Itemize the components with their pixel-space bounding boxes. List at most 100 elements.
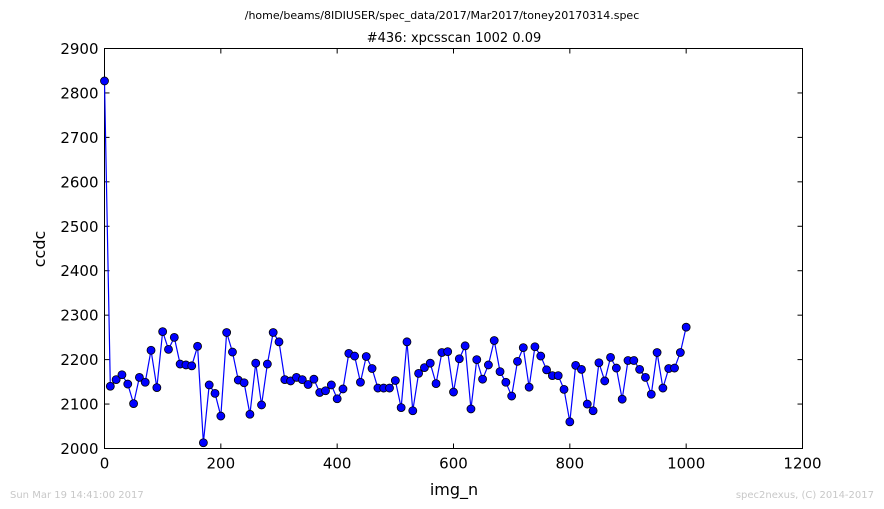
data-point xyxy=(553,371,563,381)
data-point xyxy=(367,364,377,373)
data-point xyxy=(193,341,202,351)
plot-area xyxy=(104,48,803,449)
y-tick-label: 2900 xyxy=(60,40,98,58)
data-point xyxy=(350,351,360,361)
data-point xyxy=(239,378,249,388)
data-point xyxy=(321,386,330,396)
data-point xyxy=(100,76,109,86)
data-point xyxy=(396,403,406,413)
data-point xyxy=(454,354,464,364)
data-point xyxy=(117,370,127,380)
data-point xyxy=(257,400,266,410)
data-point xyxy=(251,358,261,368)
y-tick-label: 2000 xyxy=(60,440,98,458)
data-point xyxy=(297,375,307,385)
data-point xyxy=(146,345,156,355)
data-point xyxy=(617,394,627,404)
footer-credit: spec2nexus, (C) 2014-2017 xyxy=(735,490,874,501)
y-tick-label: 2400 xyxy=(60,262,98,280)
y-tick-label: 2500 xyxy=(60,218,98,236)
data-point xyxy=(641,372,650,382)
data-point xyxy=(216,411,226,421)
data-point xyxy=(303,380,313,389)
data-point xyxy=(513,356,522,366)
data-point xyxy=(466,404,476,414)
y-tick-label: 2700 xyxy=(60,129,98,147)
data-point xyxy=(187,361,197,371)
data-point xyxy=(675,348,685,357)
chart-title: #436: xpcsscan 1002 0.09 xyxy=(367,31,542,46)
data-point xyxy=(518,343,528,353)
data-point xyxy=(460,341,470,351)
data-point xyxy=(646,389,656,399)
data-point xyxy=(152,383,162,393)
data-point xyxy=(681,322,691,332)
data-point xyxy=(274,337,284,347)
data-point xyxy=(198,438,208,448)
data-point xyxy=(268,328,278,337)
data-point xyxy=(594,358,604,368)
data-point xyxy=(629,356,639,365)
data-point xyxy=(443,347,453,357)
data-point xyxy=(245,409,255,419)
y-axis-label: ccdc xyxy=(30,231,49,268)
data-point xyxy=(105,381,115,391)
data-point xyxy=(408,406,418,416)
data-point xyxy=(588,406,598,416)
data-point xyxy=(210,388,220,398)
x-tick-label: 400 xyxy=(323,455,352,473)
data-point xyxy=(606,352,615,362)
data-point xyxy=(507,391,517,401)
data-point xyxy=(123,379,133,389)
x-tick-label: 0 xyxy=(100,455,110,473)
data-point xyxy=(338,384,348,394)
x-tick-label: 800 xyxy=(556,455,585,473)
data-point xyxy=(420,363,429,373)
data-point xyxy=(658,383,668,393)
y-tick-label: 2200 xyxy=(60,351,98,369)
data-point xyxy=(390,376,400,385)
data-point xyxy=(449,387,458,397)
data-point xyxy=(222,328,232,337)
chart-suptitle: /home/beams/8IDIUSER/spec_data/2017/Mar2… xyxy=(245,9,640,22)
footer-timestamp: Sun Mar 19 14:41:00 2017 xyxy=(10,490,144,501)
data-point xyxy=(652,348,662,357)
data-point xyxy=(164,344,173,354)
data-point xyxy=(478,374,487,384)
data-point xyxy=(472,355,482,365)
data-point xyxy=(332,394,342,404)
data-point xyxy=(483,360,493,370)
x-axis-label: img_n xyxy=(430,480,478,500)
data-point xyxy=(111,375,121,385)
data-point xyxy=(495,367,505,377)
data-point xyxy=(565,417,575,427)
data-point xyxy=(262,359,272,369)
data-point xyxy=(228,347,237,357)
data-point xyxy=(431,379,441,389)
data-point xyxy=(385,383,394,393)
data-point xyxy=(129,399,138,409)
y-tick-label: 2600 xyxy=(60,173,98,191)
data-point xyxy=(536,351,546,361)
y-tick-label: 2100 xyxy=(60,396,98,414)
y-tick-label: 2300 xyxy=(60,307,98,325)
data-point xyxy=(530,342,540,352)
series-layer xyxy=(100,76,691,448)
data-point xyxy=(524,382,534,392)
data-point xyxy=(402,337,412,347)
x-tick-label: 1200 xyxy=(783,455,821,473)
data-point xyxy=(158,327,168,337)
data-point xyxy=(600,376,610,386)
data-point xyxy=(635,364,645,374)
data-point xyxy=(204,380,214,390)
data-point xyxy=(611,363,621,373)
x-tick-label: 200 xyxy=(207,455,236,473)
y-axis: 2000 2100 2200 2300 2400 2500 2600 2700 2800 2900 xyxy=(60,40,803,458)
y-tick-label: 2800 xyxy=(60,84,98,102)
x-tick-label: 600 xyxy=(439,455,468,473)
x-axis: 0 200 400 600 800 1000 1200 xyxy=(100,48,822,473)
x-tick-label: 1000 xyxy=(667,455,705,473)
data-point xyxy=(559,384,569,394)
data-point xyxy=(542,365,551,375)
